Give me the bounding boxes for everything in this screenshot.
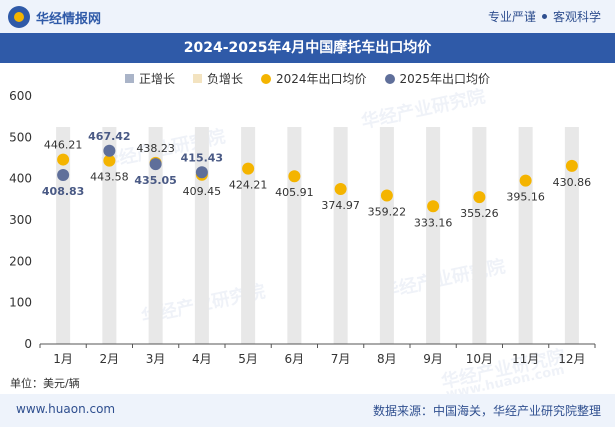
y-tick-label: 300: [9, 213, 32, 227]
legend-item-positive: 正增长: [124, 70, 175, 87]
x-tick-label: 10月: [466, 352, 493, 366]
separator-dot-icon: [541, 14, 547, 19]
legend-label: 负增长: [206, 72, 243, 86]
point-2025: [57, 169, 70, 182]
bar: [472, 127, 487, 344]
point-2024: [288, 170, 301, 183]
point-2025: [195, 166, 208, 179]
bar: [333, 127, 348, 344]
point-2024: [427, 200, 440, 213]
point-2024: [565, 159, 578, 172]
data-label-2024: 438.23: [136, 142, 175, 155]
point-2024: [519, 174, 532, 187]
y-tick-label: 600: [9, 89, 32, 103]
legend-item-negative: 负增长: [192, 70, 243, 87]
point-2024: [57, 153, 70, 166]
bar: [102, 127, 117, 344]
x-tick-label: 9月: [423, 352, 443, 366]
point-2024: [103, 154, 116, 167]
data-source: 数据来源：中国海关，华经产业研究院整理: [372, 404, 601, 418]
bar: [148, 127, 163, 344]
bar: [379, 127, 394, 344]
legend-label: 2025年出口均价: [399, 72, 491, 86]
data-label-2025: 415.43: [181, 151, 223, 164]
chart-title: 2024-2025年4月中国摩托车出口均价: [183, 40, 432, 56]
x-tick-label: 4月: [192, 352, 212, 366]
data-label-2024: 395.16: [506, 191, 545, 204]
data-label-2025: 435.05: [134, 174, 176, 187]
brand-name: 华经情报网: [36, 11, 102, 27]
brand: 华经情报网: [8, 6, 101, 28]
legend-label: 2024年出口均价: [275, 72, 367, 86]
point-2024: [473, 191, 486, 204]
site-url: www.huaon.com: [16, 402, 116, 416]
slogan-right: 客观科学: [552, 10, 601, 24]
point-2024: [380, 189, 393, 202]
legend-swatch-positive: [124, 74, 134, 83]
x-tick-label: 6月: [285, 352, 305, 366]
logo-icon: [8, 6, 30, 28]
legend-swatch-2025: [384, 73, 395, 84]
y-tick-label: 500: [9, 130, 32, 144]
bar: [287, 127, 302, 344]
bar: [564, 127, 579, 344]
data-label-2024: 374.97: [321, 199, 360, 212]
data-label-2025: 467.42: [88, 130, 130, 143]
point-2025: [149, 158, 162, 171]
y-tick-label: 100: [9, 296, 32, 310]
bar: [194, 127, 209, 344]
slogan: 专业严谨 客观科学: [488, 8, 601, 25]
x-tick-label: 7月: [331, 352, 351, 366]
data-label-2024: 446.21: [44, 139, 83, 152]
x-tick-label: 1月: [53, 352, 73, 366]
y-tick-label: 400: [9, 172, 32, 186]
bar: [56, 127, 71, 344]
bar: [426, 127, 441, 344]
legend-item-2025: 2025年出口均价: [384, 70, 491, 87]
footer-bar: www.huaon.com 数据来源：中国海关，华经产业研究院整理: [0, 394, 615, 427]
x-tick-label: 8月: [377, 352, 397, 366]
top-bar: 华经情报网 专业严谨 客观科学: [0, 0, 615, 33]
point-2024: [242, 162, 255, 175]
unit-label: 单位：美元/辆: [10, 377, 80, 390]
x-tick-label: 12月: [558, 352, 585, 366]
data-label-2024: 405.91: [275, 186, 314, 199]
x-tick-label: 2月: [100, 352, 120, 366]
legend: 正增长 负增长 2024年出口均价 2025年出口均价: [0, 70, 615, 87]
data-label-2024: 359.22: [368, 206, 407, 219]
data-label-2024: 430.86: [553, 176, 592, 189]
title-bar: 2024-2025年4月中国摩托车出口均价: [0, 33, 615, 63]
data-label-2024: 333.16: [414, 216, 453, 229]
legend-label: 正增长: [138, 72, 175, 86]
point-2024: [334, 183, 347, 196]
bar: [518, 127, 533, 344]
x-tick-label: 5月: [238, 352, 258, 366]
x-tick-label: 11月: [512, 352, 539, 366]
data-label-2024: 443.58: [90, 171, 129, 184]
point-2025: [103, 144, 116, 157]
y-tick-label: 0: [24, 337, 32, 351]
data-label-2024: 409.45: [183, 185, 222, 198]
slogan-left: 专业严谨: [487, 10, 536, 24]
data-label-2025: 408.83: [42, 185, 84, 198]
bar: [241, 127, 256, 344]
legend-swatch-2024: [260, 73, 271, 84]
y-tick-label: 200: [9, 254, 32, 268]
legend-swatch-negative: [192, 74, 202, 83]
data-label-2024: 355.26: [460, 207, 499, 220]
legend-item-2024: 2024年出口均价: [260, 70, 367, 87]
x-tick-label: 3月: [146, 352, 166, 366]
data-label-2024: 424.21: [229, 179, 268, 192]
